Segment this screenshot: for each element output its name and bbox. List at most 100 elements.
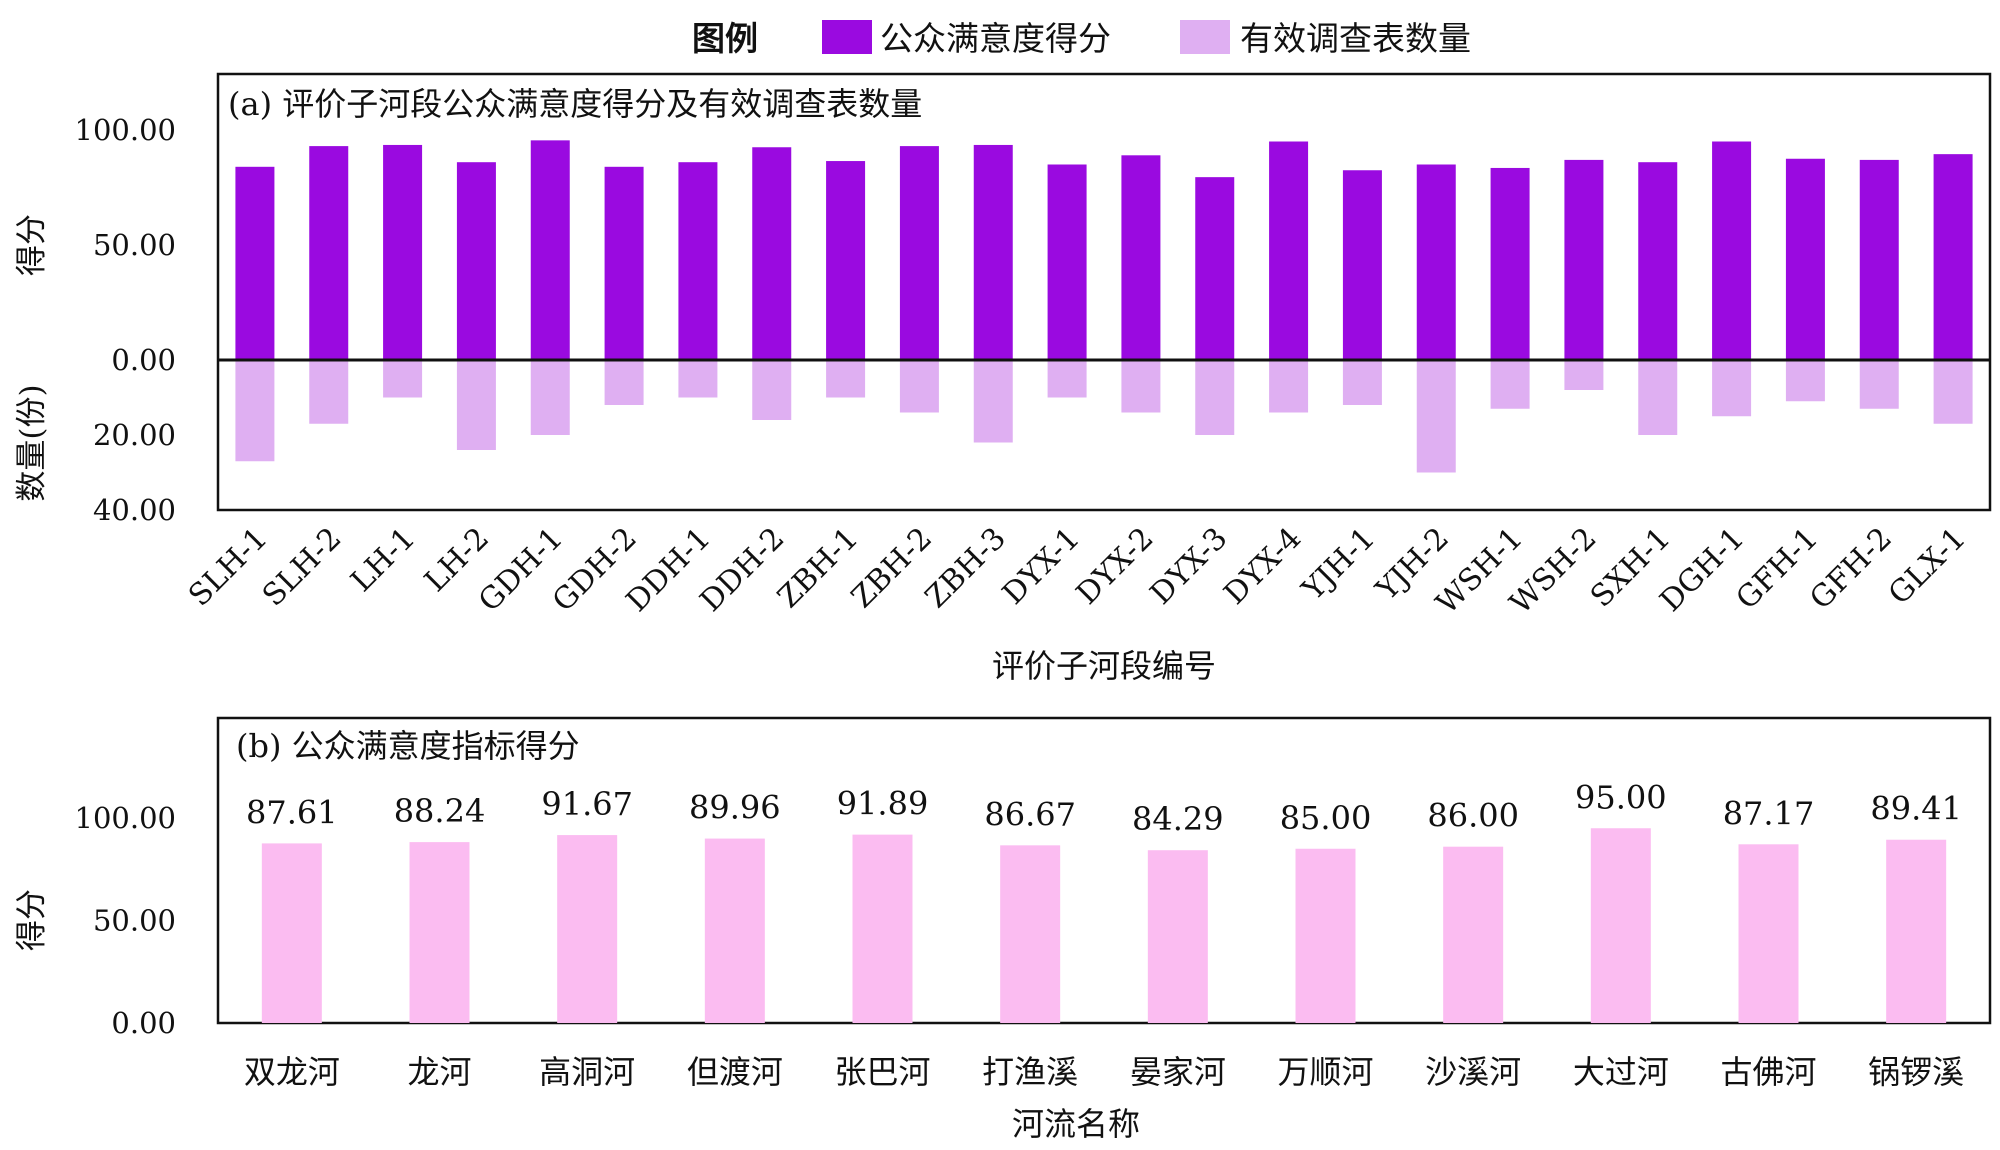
x-tick-label: GFH-1 bbox=[1729, 521, 1825, 617]
count-bar bbox=[530, 360, 570, 435]
x-tick-label: 万顺河 bbox=[1277, 1053, 1373, 1091]
score-bar bbox=[235, 166, 275, 360]
score-bar bbox=[1416, 164, 1456, 360]
legend-swatch-count bbox=[1180, 20, 1230, 54]
x-tick-label: DYX-4 bbox=[1217, 521, 1308, 612]
x-tick-label: LH-1 bbox=[344, 521, 422, 599]
panel-b-y-axis: 100.00 50.00 0.00 bbox=[75, 801, 176, 1040]
score-bar bbox=[309, 146, 349, 360]
panel-b-x-axis: 双龙河 龙河 高洞河 但渡河 张巴河 打渔溪 晏家河 万顺河 沙溪河 大过河 古佛河 锅锣溪 bbox=[244, 1053, 1964, 1091]
value-label: 86.67 bbox=[984, 795, 1076, 833]
score-bar bbox=[1121, 155, 1161, 360]
count-bar bbox=[604, 360, 644, 405]
x-tick-label: SLH-2 bbox=[256, 521, 349, 614]
score-bar bbox=[1638, 162, 1678, 360]
count-bar bbox=[1933, 360, 1973, 424]
count-bar bbox=[1195, 360, 1235, 435]
score-bar bbox=[1490, 167, 1530, 360]
count-bar bbox=[1121, 360, 1161, 413]
x-tick-label: 但渡河 bbox=[687, 1053, 783, 1091]
score-bar bbox=[899, 146, 939, 360]
score-bar bbox=[1047, 164, 1087, 360]
score-bar bbox=[1933, 154, 1973, 360]
x-tick-label: 古佛河 bbox=[1720, 1053, 1816, 1091]
count-bar bbox=[1047, 360, 1087, 398]
count-bar bbox=[1638, 360, 1678, 435]
value-label: 86.00 bbox=[1427, 797, 1519, 835]
x-tick-label: 晏家河 bbox=[1130, 1053, 1226, 1091]
count-bar bbox=[973, 360, 1013, 443]
panel-a-y-tick: 100.00 bbox=[75, 113, 176, 147]
x-tick-label: 高洞河 bbox=[539, 1053, 635, 1091]
index-score-bar bbox=[1147, 850, 1208, 1023]
value-label: 87.61 bbox=[246, 793, 338, 831]
x-tick-label: 张巴河 bbox=[834, 1053, 930, 1091]
panel-b-ylabel: 得分 bbox=[14, 889, 50, 951]
x-tick-label: YJH-1 bbox=[1295, 521, 1382, 608]
index-score-bar bbox=[1590, 828, 1651, 1023]
count-bar bbox=[826, 360, 866, 398]
score-bar bbox=[1269, 141, 1309, 360]
index-score-bar bbox=[1738, 844, 1799, 1023]
panel-a-x-axis: SLH-1SLH-2LH-1LH-2GDH-1GDH-2DDH-1DDH-2ZB… bbox=[182, 521, 1973, 621]
panel-b-y-tick: 0.00 bbox=[111, 1006, 176, 1040]
value-label: 88.24 bbox=[394, 792, 486, 830]
x-tick-label: DYX-2 bbox=[1070, 521, 1161, 612]
x-tick-label: 锅锣溪 bbox=[1868, 1053, 1964, 1091]
panel-a-score-bars bbox=[235, 140, 1973, 360]
count-bar bbox=[1490, 360, 1530, 409]
score-bar bbox=[826, 161, 866, 360]
score-bar bbox=[1564, 159, 1604, 360]
x-tick-label: DGH-1 bbox=[1653, 521, 1751, 619]
value-label: 87.17 bbox=[1723, 794, 1815, 832]
score-bar bbox=[456, 162, 496, 360]
index-score-bar bbox=[1295, 848, 1356, 1023]
score-bar bbox=[973, 144, 1013, 360]
index-score-bar bbox=[261, 843, 322, 1023]
score-bar bbox=[383, 144, 423, 360]
x-tick-label: DYX-1 bbox=[996, 521, 1087, 612]
panel-a-y-axis: 100.00 50.00 0.00 20.00 40.00 bbox=[75, 113, 176, 527]
legend-swatch-score bbox=[822, 20, 872, 54]
count-bar bbox=[678, 360, 718, 398]
count-bar bbox=[1785, 360, 1825, 402]
value-label: 85.00 bbox=[1280, 799, 1372, 837]
panel-b-y-tick: 100.00 bbox=[75, 801, 176, 835]
count-bar bbox=[1712, 360, 1752, 417]
x-tick-label: 沙溪河 bbox=[1425, 1053, 1521, 1091]
x-tick-label: 龙河 bbox=[407, 1053, 471, 1091]
legend-label-score: 公众满意度得分 bbox=[880, 19, 1111, 58]
panel-b-xlabel: 河流名称 bbox=[1012, 1105, 1140, 1143]
legend-title: 图例 bbox=[692, 19, 758, 58]
count-bar bbox=[383, 360, 423, 398]
score-bar bbox=[1195, 177, 1235, 360]
value-label: 91.67 bbox=[541, 785, 633, 823]
score-bar bbox=[1785, 158, 1825, 360]
score-bar bbox=[752, 147, 792, 360]
index-score-bar bbox=[704, 838, 765, 1023]
panel-a-y-tick: 0.00 bbox=[111, 343, 176, 377]
x-tick-label: DYX-3 bbox=[1144, 521, 1235, 612]
panel-a-ylabel-top: 得分 bbox=[14, 214, 50, 276]
index-score-bar bbox=[1000, 845, 1061, 1023]
score-bar bbox=[678, 162, 718, 360]
value-label: 84.29 bbox=[1132, 800, 1224, 838]
panel-a-y-tick: 40.00 bbox=[93, 493, 176, 527]
x-tick-label: SLH-1 bbox=[182, 521, 275, 614]
value-label: 95.00 bbox=[1575, 778, 1667, 816]
score-bar bbox=[1342, 170, 1382, 360]
panel-a-count-bars bbox=[235, 360, 1973, 473]
index-score-bar bbox=[409, 842, 470, 1023]
count-bar bbox=[235, 360, 275, 462]
index-score-bar bbox=[1443, 846, 1504, 1023]
panel-b-y-tick: 50.00 bbox=[93, 904, 176, 938]
x-tick-label: ZBH-2 bbox=[845, 521, 939, 615]
count-bar bbox=[752, 360, 792, 420]
legend-label-count: 有效调查表数量 bbox=[1240, 19, 1471, 58]
panel-a: (a) 评价子河段公众满意度得分及有效调查表数量 100.00 50.00 0.… bbox=[14, 72, 1992, 685]
panel-a-title: (a) 评价子河段公众满意度得分及有效调查表数量 bbox=[228, 85, 922, 123]
count-bar bbox=[309, 360, 349, 424]
panel-a-y-tick: 20.00 bbox=[93, 418, 176, 452]
x-tick-label: ZBH-3 bbox=[919, 521, 1013, 615]
